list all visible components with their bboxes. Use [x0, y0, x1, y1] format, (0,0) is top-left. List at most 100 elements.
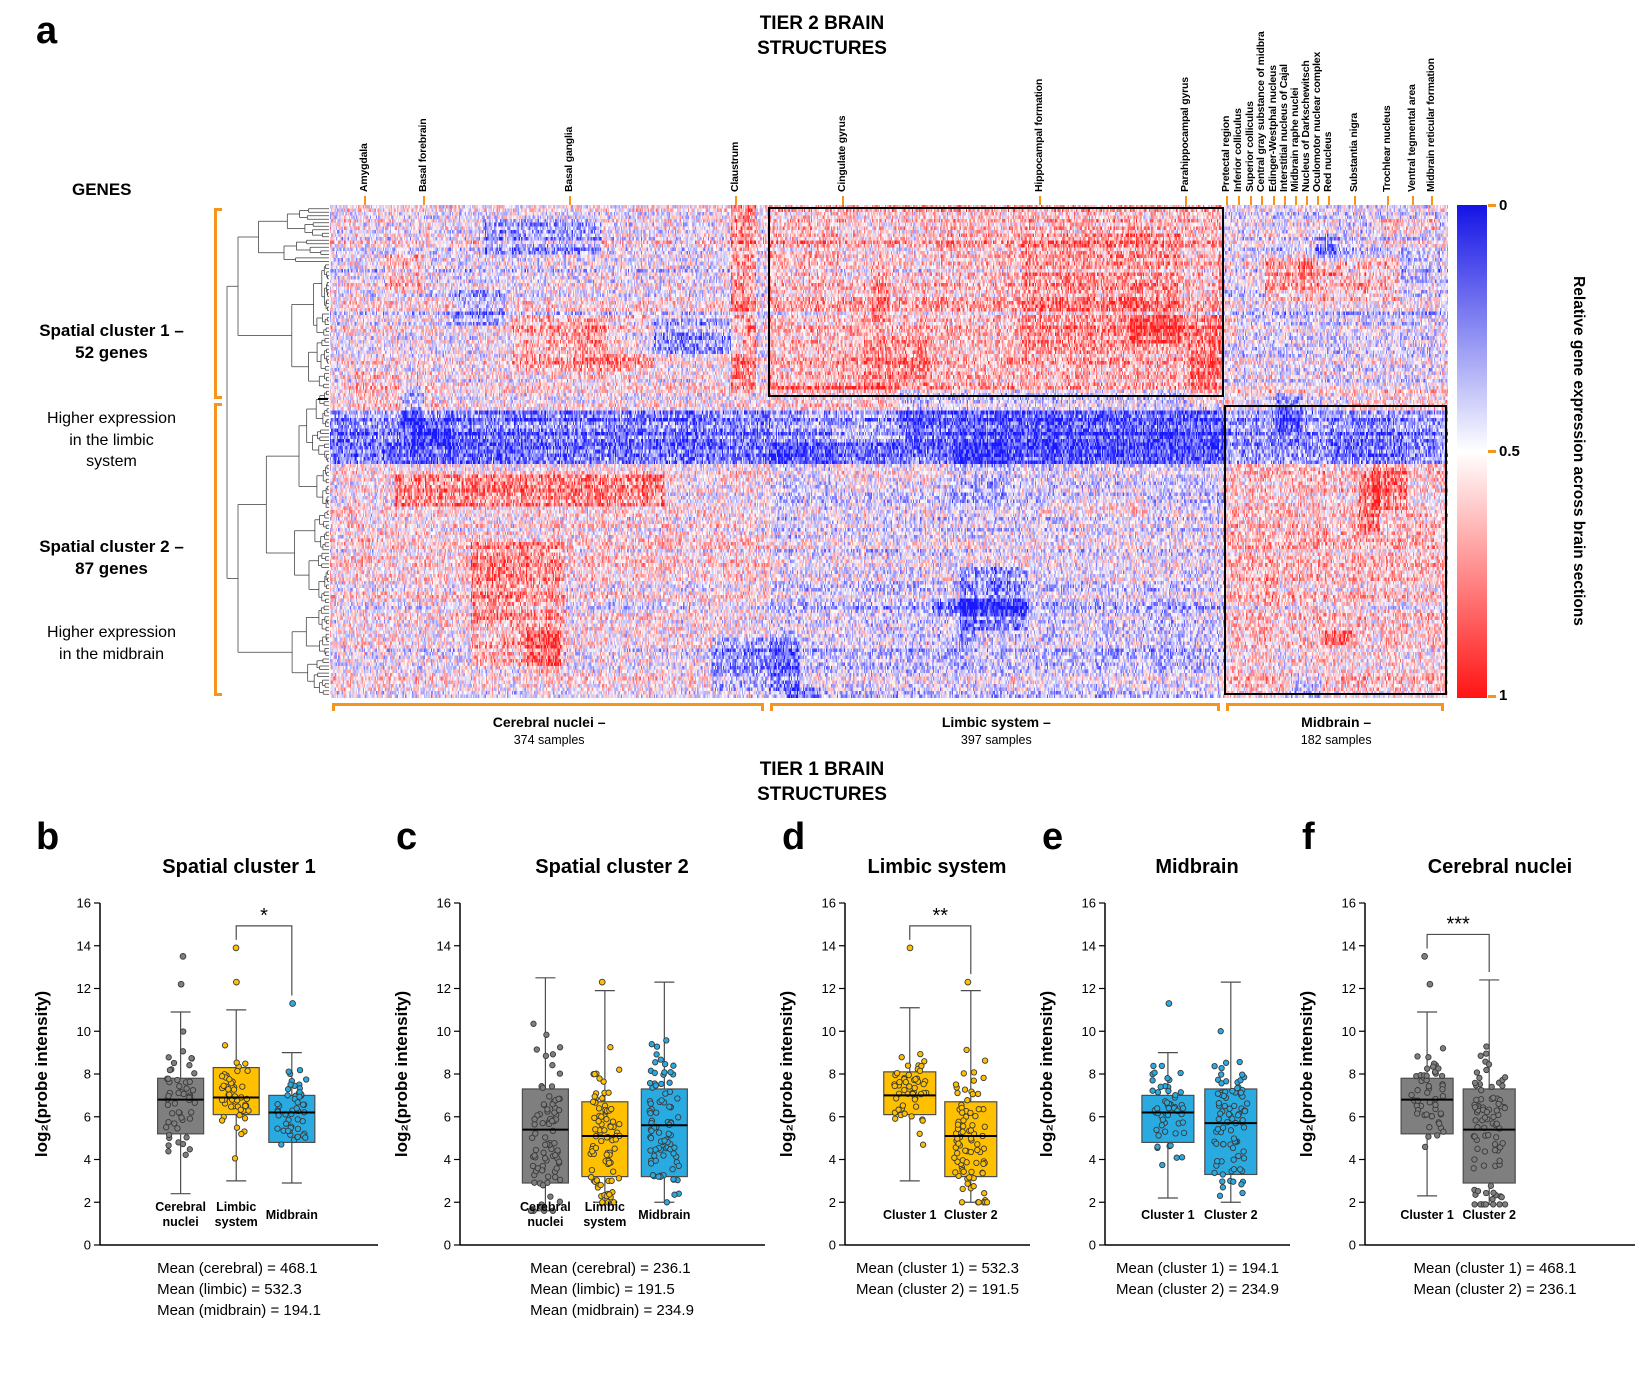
- data-point: [964, 1180, 971, 1187]
- data-point: [891, 1082, 898, 1090]
- colorbar-tick-05: 0.5: [1499, 443, 1520, 460]
- data-point: [180, 1090, 187, 1098]
- data-point: [1217, 1110, 1224, 1117]
- tier2-column-tick: [1261, 196, 1264, 206]
- data-point: [234, 1067, 241, 1075]
- data-point: [1472, 1117, 1479, 1124]
- panel-d-title: Limbic system: [867, 856, 1007, 878]
- data-point: [1218, 1064, 1225, 1072]
- data-point: [595, 1105, 603, 1112]
- data-point: [610, 1199, 618, 1206]
- data-point: [552, 1152, 559, 1159]
- data-point: [166, 1066, 174, 1074]
- data-point: [544, 1106, 551, 1113]
- data-point: [1485, 1061, 1493, 1068]
- data-point: [554, 1147, 561, 1154]
- data-point: [1230, 1156, 1237, 1163]
- data-point: [1229, 1087, 1236, 1095]
- category-label: Cluster 1: [883, 1208, 937, 1222]
- data-point: [1482, 1189, 1490, 1197]
- panel-f-means: Mean (cluster 1) = 468.1 Mean (cluster 2)…: [1350, 1258, 1640, 1300]
- data-point: [556, 1070, 564, 1077]
- outlier-point: [598, 978, 606, 986]
- gene-dendrogram: [226, 208, 329, 695]
- tier2-column-tick: [1225, 196, 1228, 206]
- panel-a-letter: a: [36, 10, 58, 52]
- y-tick-label: 12: [1342, 981, 1356, 996]
- data-point: [1429, 1063, 1437, 1070]
- data-point: [1163, 1099, 1171, 1106]
- panel-c-title: Spatial cluster 2: [535, 856, 689, 878]
- data-point: [294, 1099, 301, 1106]
- y-tick-label: 14: [1342, 938, 1356, 953]
- data-point: [1493, 1134, 1500, 1141]
- data-point: [610, 1168, 617, 1175]
- cluster-boundary-tick: [318, 398, 328, 400]
- data-point: [587, 1174, 595, 1181]
- data-point: [960, 1117, 967, 1124]
- panel-b-letter: b: [36, 816, 60, 858]
- data-point: [616, 1120, 623, 1128]
- data-point: [616, 1066, 623, 1073]
- data-point: [1471, 1201, 1478, 1208]
- data-point: [663, 1037, 670, 1044]
- data-point: [1153, 1126, 1160, 1134]
- data-point: [552, 1173, 559, 1181]
- data-point: [1436, 1120, 1443, 1127]
- data-point: [1149, 1087, 1156, 1094]
- data-point: [282, 1120, 290, 1127]
- tier1-title: TIER 1 BRAIN STRUCTURES: [672, 758, 972, 807]
- data-point: [1428, 1113, 1436, 1120]
- y-tick-label: 4: [84, 1152, 91, 1167]
- data-point: [911, 1084, 918, 1092]
- data-point: [670, 1062, 677, 1069]
- significance-label: *: [260, 905, 268, 927]
- data-point: [1216, 1192, 1224, 1199]
- data-point: [952, 1169, 959, 1176]
- data-point: [1476, 1074, 1483, 1082]
- data-point: [647, 1160, 655, 1167]
- data-point: [1501, 1104, 1508, 1112]
- category-label: nuclei: [163, 1215, 199, 1229]
- data-point: [653, 1043, 661, 1050]
- data-point: [188, 1055, 195, 1062]
- panel-f-ylabel: log₂(probe intensity): [1297, 990, 1316, 1158]
- data-point: [179, 1140, 187, 1148]
- data-point: [603, 1116, 610, 1123]
- data-point: [671, 1144, 678, 1151]
- data-point: [1496, 1157, 1503, 1164]
- data-point: [293, 1105, 300, 1112]
- data-point: [1425, 1133, 1432, 1140]
- data-point: [1214, 1157, 1221, 1165]
- data-point: [531, 1152, 538, 1159]
- data-point: [969, 1122, 976, 1129]
- tier2-column-tick: [1283, 196, 1286, 206]
- data-point: [1483, 1108, 1491, 1116]
- data-point: [245, 1107, 252, 1114]
- data-point: [961, 1086, 969, 1093]
- data-point: [169, 1110, 176, 1117]
- data-point: [165, 1075, 172, 1082]
- data-point: [670, 1176, 677, 1183]
- data-point: [1237, 1166, 1244, 1173]
- data-point: [964, 1097, 971, 1104]
- y-tick-label: 12: [77, 981, 91, 996]
- panel-d-letter: d: [782, 816, 806, 858]
- data-point: [549, 1207, 557, 1214]
- data-point: [284, 1127, 292, 1135]
- data-point: [541, 1207, 548, 1214]
- data-point: [1471, 1133, 1478, 1140]
- data-point: [178, 1114, 185, 1121]
- data-point: [238, 1130, 245, 1138]
- data-point: [671, 1191, 678, 1198]
- data-point: [220, 1082, 227, 1089]
- data-point: [539, 1167, 546, 1174]
- outlier-point: [177, 980, 185, 988]
- boxplot-panel-d: 0 2 4 6 8 10 12 14 16 Cluster 1 Cluster 2 **: [822, 896, 1030, 1253]
- data-point: [1211, 1169, 1218, 1177]
- data-point: [285, 1068, 292, 1075]
- cluster1-bracket: [214, 208, 222, 399]
- outlier-point: [1426, 980, 1434, 988]
- data-point: [980, 1074, 987, 1082]
